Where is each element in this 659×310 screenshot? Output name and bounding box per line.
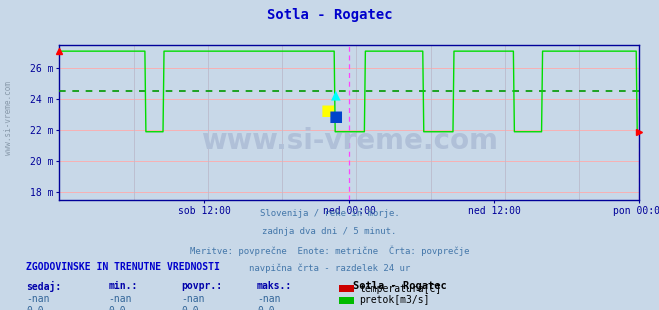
Text: povpr.:: povpr.: bbox=[181, 281, 222, 290]
Text: ZGODOVINSKE IN TRENUTNE VREDNOSTI: ZGODOVINSKE IN TRENUTNE VREDNOSTI bbox=[26, 262, 220, 272]
Text: sedaj:: sedaj: bbox=[26, 281, 61, 292]
Text: Sotla - Rogatec: Sotla - Rogatec bbox=[353, 281, 446, 290]
Text: ▲: ▲ bbox=[331, 88, 340, 101]
Text: -nan: -nan bbox=[26, 294, 50, 304]
Text: min.:: min.: bbox=[109, 281, 138, 290]
Text: www.si-vreme.com: www.si-vreme.com bbox=[201, 127, 498, 155]
Text: zadnja dva dni / 5 minut.: zadnja dva dni / 5 minut. bbox=[262, 227, 397, 236]
Text: ■: ■ bbox=[321, 103, 335, 117]
Text: Slovenija / reke in morje.: Slovenija / reke in morje. bbox=[260, 209, 399, 218]
Text: temperatura[C]: temperatura[C] bbox=[359, 284, 442, 294]
Text: 0,0: 0,0 bbox=[109, 306, 127, 310]
Text: 0,0: 0,0 bbox=[26, 306, 44, 310]
Text: -nan: -nan bbox=[181, 294, 205, 304]
Text: Meritve: povprečne  Enote: metrične  Črta: povprečje: Meritve: povprečne Enote: metrične Črta:… bbox=[190, 245, 469, 256]
Text: navpična črta - razdelek 24 ur: navpična črta - razdelek 24 ur bbox=[249, 263, 410, 273]
Text: Sotla - Rogatec: Sotla - Rogatec bbox=[267, 8, 392, 22]
Text: 0,0: 0,0 bbox=[257, 306, 275, 310]
Text: -nan: -nan bbox=[257, 294, 281, 304]
Text: 0,0: 0,0 bbox=[181, 306, 199, 310]
Text: -nan: -nan bbox=[109, 294, 132, 304]
Text: pretok[m3/s]: pretok[m3/s] bbox=[359, 295, 430, 305]
Text: www.si-vreme.com: www.si-vreme.com bbox=[4, 81, 13, 155]
Text: maks.:: maks.: bbox=[257, 281, 292, 290]
Text: ■: ■ bbox=[328, 109, 343, 124]
